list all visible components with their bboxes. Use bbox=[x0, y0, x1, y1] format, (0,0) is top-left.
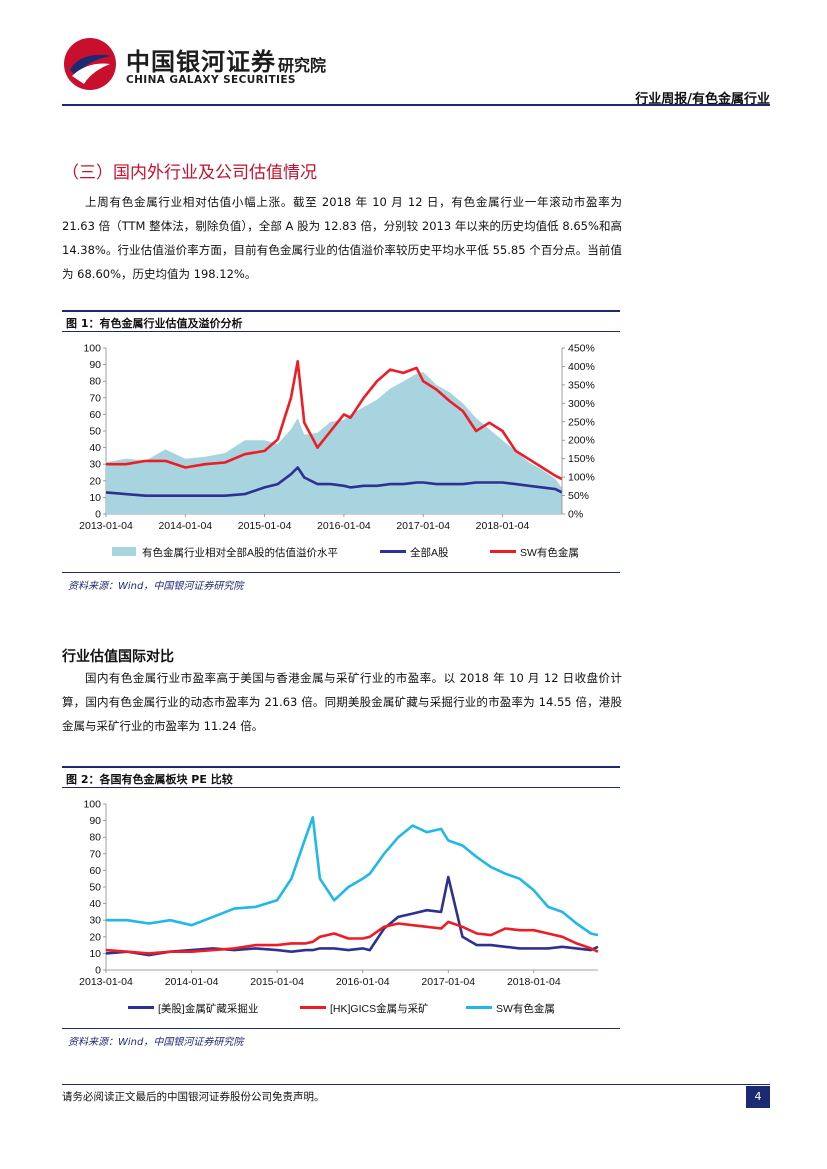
x-tick-label: 2017-01-04 bbox=[396, 520, 450, 532]
x-tick-label: 2015-01-04 bbox=[238, 520, 292, 532]
y-tick-label: 50 bbox=[89, 426, 101, 438]
series-line-2 bbox=[106, 360, 563, 481]
x-tick-label: 2014-01-04 bbox=[158, 520, 212, 532]
y-tick-label: 80 bbox=[89, 832, 101, 844]
y-tick-label: 100 bbox=[83, 799, 101, 811]
legend-label-1: [HK]GICS金属与采矿 bbox=[330, 1002, 429, 1015]
x-tick-label: 2013-01-04 bbox=[79, 520, 133, 532]
x-tick-label: 2018-01-04 bbox=[476, 520, 530, 532]
series-area-0 bbox=[106, 372, 562, 514]
y-tick-label: 70 bbox=[89, 392, 101, 404]
y-tick-label: 60 bbox=[89, 409, 101, 421]
x-tick-label: 2014-01-04 bbox=[165, 976, 219, 988]
header-divider bbox=[62, 104, 770, 106]
y-right-tick-label: 200% bbox=[568, 435, 595, 447]
figure-2-source: 资料来源：Wind，中国银河证券研究院 bbox=[68, 1037, 244, 1048]
figure-2-bottom-rule bbox=[62, 1028, 620, 1029]
x-tick-label: 2016-01-04 bbox=[336, 976, 390, 988]
y-right-tick-label: 250% bbox=[568, 416, 595, 428]
y-right-tick-label: 100% bbox=[568, 472, 595, 484]
y-right-tick-label: 150% bbox=[568, 453, 595, 465]
page-header: 中国银河证券 CHINA GALAXY SECURITIES 研究院 行业周报/… bbox=[62, 28, 770, 107]
figure-1-bottom-rule bbox=[62, 572, 620, 573]
y-tick-label: 0 bbox=[95, 509, 101, 521]
y-tick-label: 10 bbox=[89, 492, 101, 504]
legend-label-0: [美股]金属矿藏采掘业 bbox=[158, 1002, 258, 1015]
y-right-tick-label: 50% bbox=[568, 490, 589, 502]
footer-divider bbox=[62, 1084, 770, 1085]
legend-label-2: SW有色金属 bbox=[496, 1002, 555, 1015]
y-right-tick-label: 300% bbox=[568, 398, 595, 410]
figure-1-source: 资料来源：Wind，中国银河证券研究院 bbox=[68, 581, 244, 592]
y-tick-label: 0 bbox=[95, 965, 101, 977]
legend-swatch-0 bbox=[112, 547, 136, 556]
x-tick-label: 2013-01-04 bbox=[79, 976, 133, 988]
figure-1-title-bar: 图 1：有色金属行业估值及溢价分析 bbox=[62, 310, 620, 332]
series-line-2 bbox=[106, 816, 599, 937]
report-type: 行业周报/有色金属行业 bbox=[635, 92, 770, 107]
y-tick-label: 80 bbox=[89, 376, 101, 388]
series-line-1 bbox=[105, 466, 563, 497]
x-tick-label: 2015-01-04 bbox=[250, 976, 304, 988]
y-tick-label: 20 bbox=[89, 475, 101, 487]
y-right-tick-label: 0% bbox=[568, 509, 583, 521]
galaxy-logo-icon bbox=[64, 38, 116, 90]
y-tick-label: 40 bbox=[89, 442, 101, 454]
y-tick-label: 20 bbox=[89, 931, 101, 943]
y-tick-label: 100 bbox=[83, 343, 101, 355]
paragraph-valuation: 上周有色金属行业相对估值小幅上涨。截至 2018 年 10 月 12 日，有色金… bbox=[62, 195, 622, 281]
figure-2-title: 图 2：各国有色金属板块 PE 比较 bbox=[66, 773, 233, 786]
series-line-1 bbox=[105, 920, 599, 955]
figure-2-chart: 0 10 20 30 40 50 60 70 80 90 100 2013-01-04 2014-01-… bbox=[79, 799, 599, 1015]
y-tick-label: 40 bbox=[89, 898, 101, 910]
series-line-0 bbox=[105, 875, 599, 957]
y-tick-label: 90 bbox=[89, 815, 101, 827]
figure-1-title: 图 1：有色金属行业估值及溢价分析 bbox=[66, 317, 243, 330]
institute-name: 研究院 bbox=[278, 56, 327, 75]
y-tick-label: 60 bbox=[89, 865, 101, 877]
page-number: 4 bbox=[746, 1086, 770, 1108]
company-name-en: CHINA GALAXY SECURITIES bbox=[126, 74, 296, 86]
figure-1-chart: 0 10 20 30 40 50 60 70 80 90 100 0% 50% 100% 150% 200% 2… bbox=[79, 343, 595, 560]
legend-label-1: 全部A股 bbox=[410, 546, 449, 559]
paragraph-international: 国内有色金属行业市盈率高于美国与香港金属与采矿行业的市盈率。以 2018 年 1… bbox=[62, 671, 622, 733]
y-right-tick-label: 400% bbox=[568, 361, 595, 373]
y-right-tick-label: 450% bbox=[568, 343, 595, 355]
y-tick-label: 30 bbox=[89, 459, 101, 471]
y-right-tick-label: 350% bbox=[568, 379, 595, 391]
legend-label-2: SW有色金属 bbox=[520, 546, 579, 559]
x-tick-label: 2016-01-04 bbox=[317, 520, 371, 532]
footer-disclaimer: 请务必阅读正文最后的中国银河证券股份公司免责声明。 bbox=[62, 1091, 325, 1103]
x-tick-label: 2018-01-04 bbox=[507, 976, 561, 988]
y-tick-label: 50 bbox=[89, 882, 101, 894]
x-tick-label: 2017-01-04 bbox=[421, 976, 475, 988]
figure-2-title-bar: 图 2：各国有色金属板块 PE 比较 bbox=[62, 766, 620, 788]
y-tick-label: 30 bbox=[89, 915, 101, 927]
y-tick-label: 90 bbox=[89, 359, 101, 371]
section-title: （三）国内外行业及公司估值情况 bbox=[62, 163, 317, 183]
company-name-cn: 中国银河证券 bbox=[126, 48, 276, 76]
subsection-title: 行业估值国际对比 bbox=[62, 649, 174, 665]
legend-label-0: 有色金属行业相对全部A股的估值溢价水平 bbox=[142, 546, 338, 559]
y-tick-label: 10 bbox=[89, 948, 101, 960]
y-tick-label: 70 bbox=[89, 848, 101, 860]
